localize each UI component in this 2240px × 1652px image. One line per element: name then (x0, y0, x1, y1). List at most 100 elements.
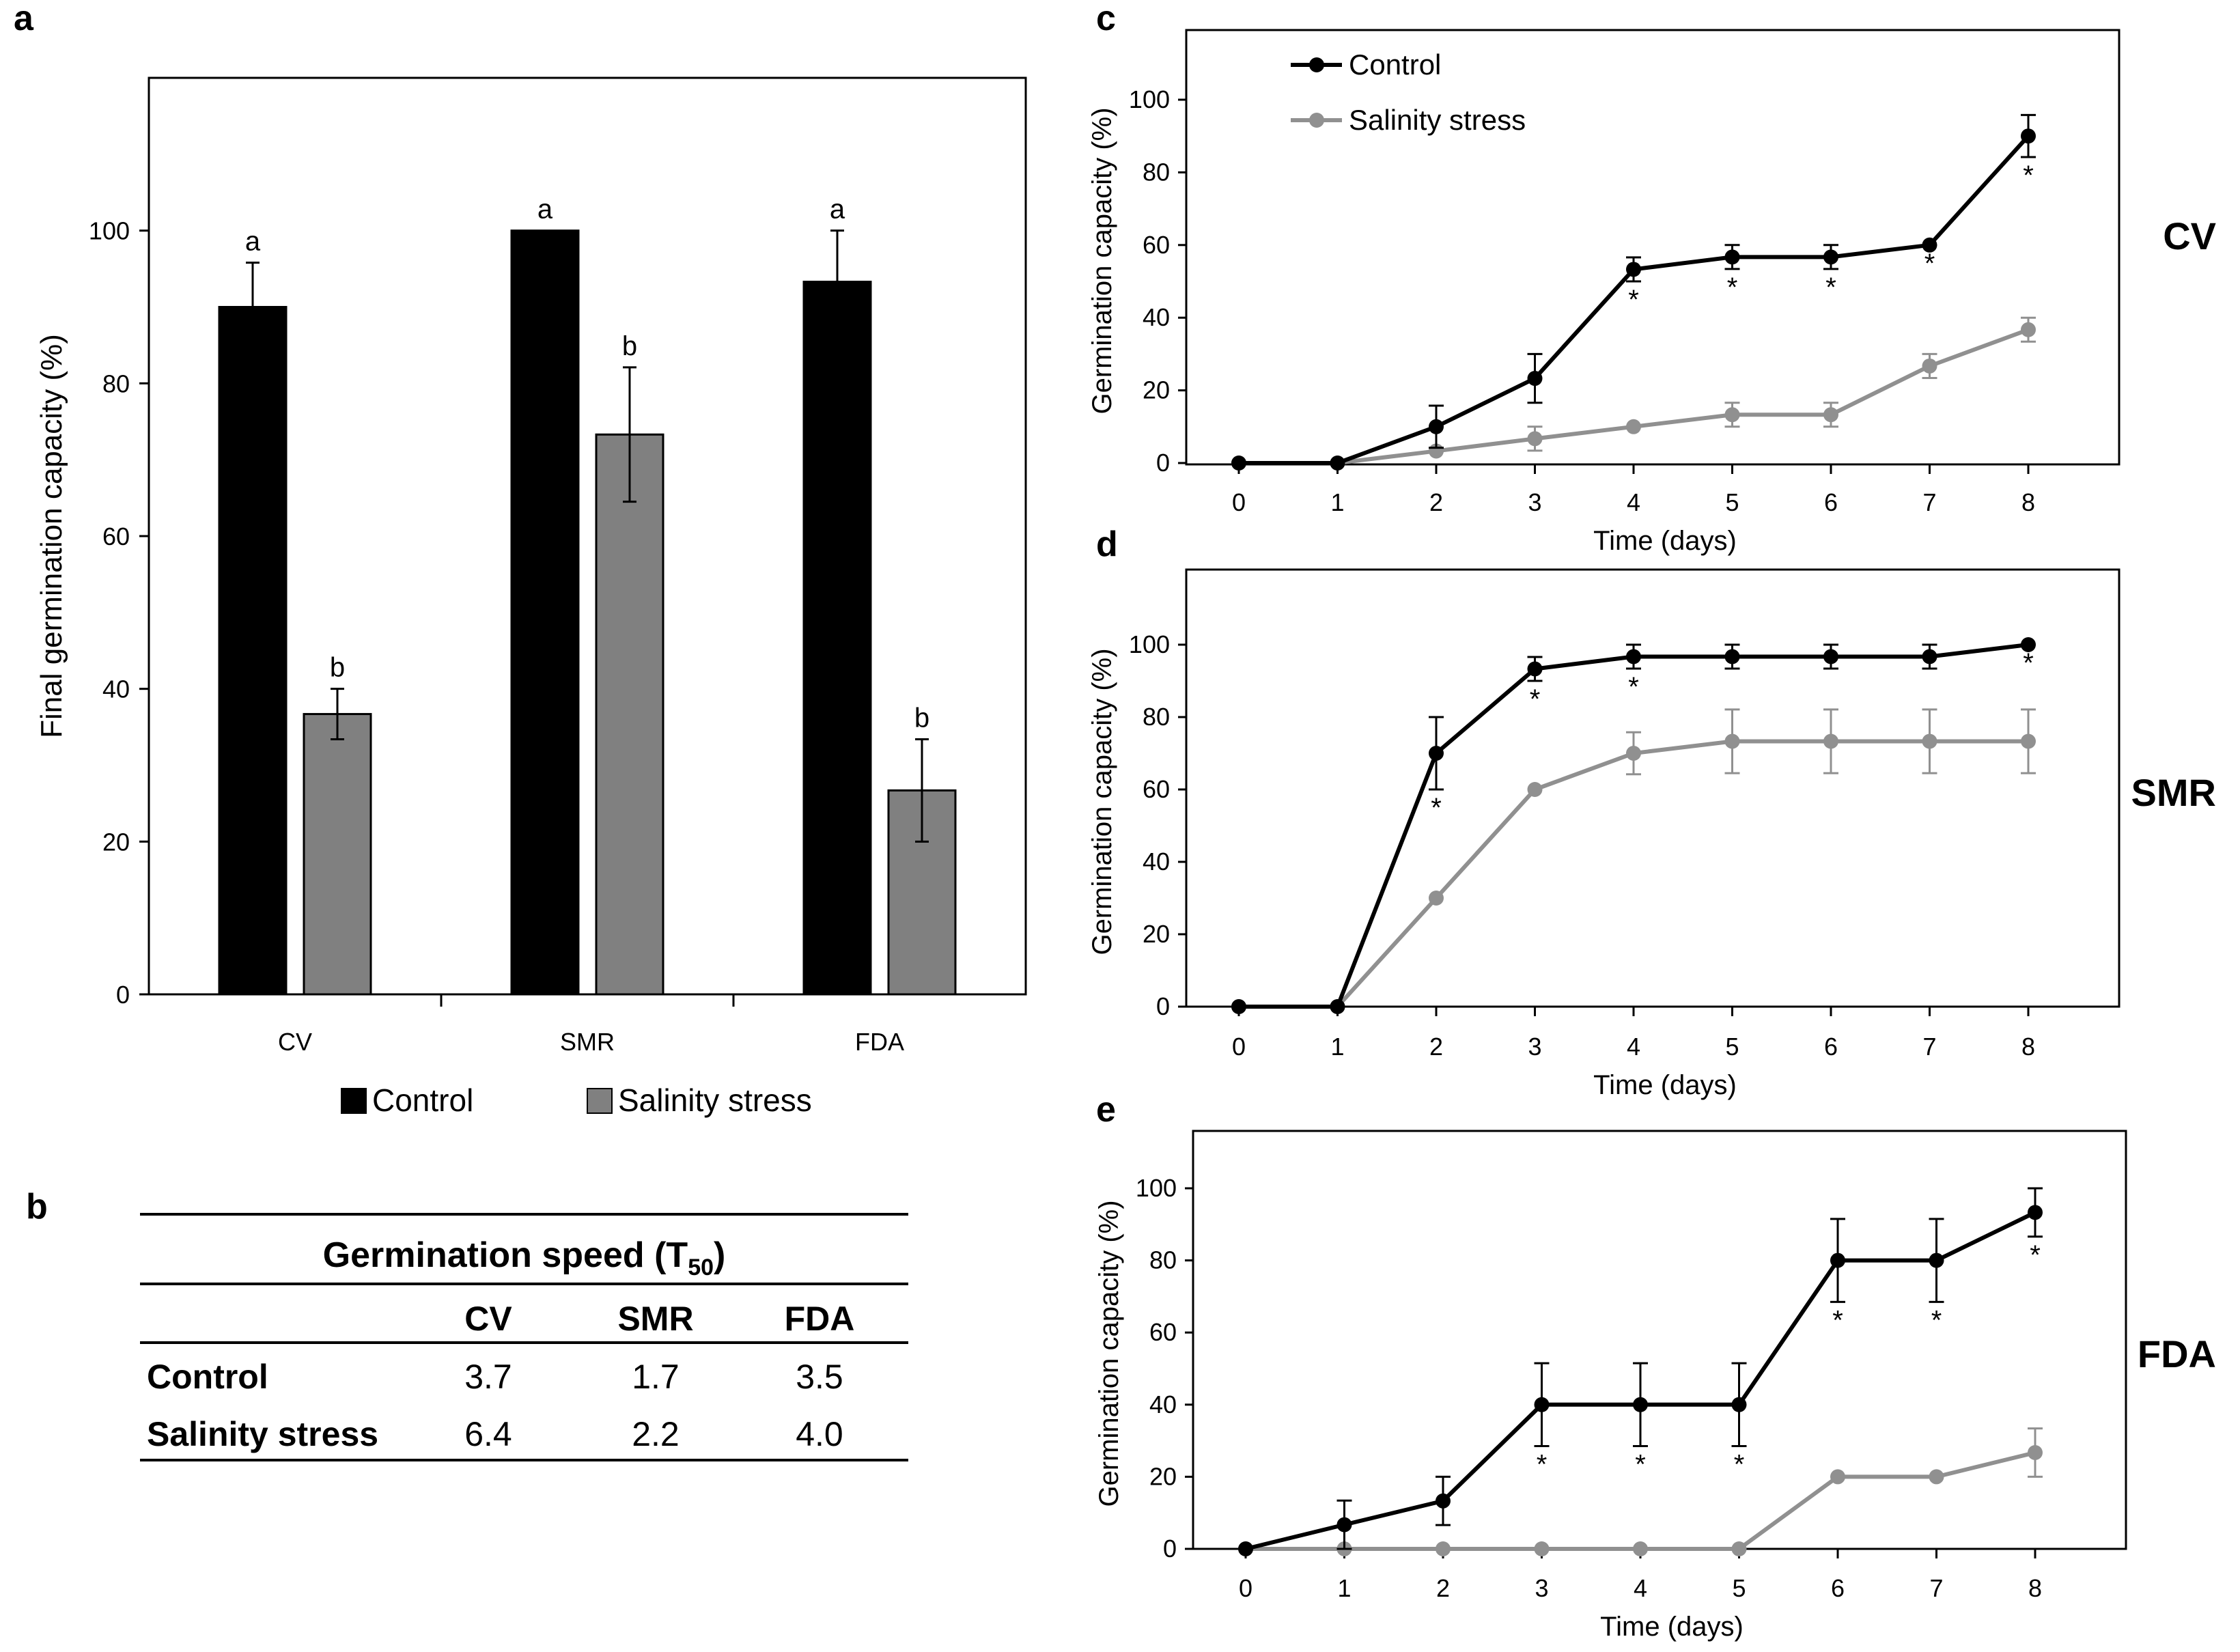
point-salinity (1731, 1541, 1747, 1556)
x-tick-label-e: 2 (1436, 1574, 1450, 1602)
y-tick-label-e: 40 (1149, 1390, 1177, 1418)
x-tick-label-e: 5 (1732, 1574, 1746, 1602)
y-tick-label-d: 40 (1143, 848, 1170, 876)
y-tick-label-c: 40 (1143, 303, 1170, 331)
point-salinity (1929, 1469, 1944, 1485)
significance-star-e: * (1537, 1450, 1548, 1480)
point-salinity (1534, 1541, 1550, 1556)
x-tick-label-d: 1 (1330, 1033, 1344, 1061)
panel-letter-d: d (1096, 524, 1118, 564)
line-chart-c: c 0 20 40 60 80 100 0 1 2 3 4 5 6 7 8 Time (days) Germina… (1087, 0, 2216, 556)
panel-letter-c: c (1096, 0, 1116, 38)
panel-letter-e: e (1096, 1090, 1116, 1130)
legend-swatch-control (341, 1088, 367, 1114)
point-control (1633, 1397, 1648, 1412)
y-tick-label-c: 100 (1129, 85, 1170, 113)
x-axis-title-c: Time (days) (1593, 526, 1737, 556)
x-tick-label-c: 6 (1824, 488, 1838, 516)
bar-control (510, 229, 580, 996)
legend-marker-control (1309, 57, 1324, 72)
x-tick-label-d: 4 (1627, 1033, 1640, 1061)
x-tick-label-c: 1 (1330, 488, 1344, 516)
point-control (1231, 999, 1246, 1014)
significance-star-d: * (1530, 684, 1541, 714)
y-tick-label-e: 100 (1136, 1174, 1177, 1202)
point-control (1330, 999, 1345, 1014)
table-cell: 3.7 (464, 1358, 512, 1396)
point-salinity (1724, 407, 1740, 423)
y-tick-label-c: 20 (1143, 376, 1170, 404)
panel-letter-a: a (14, 0, 34, 38)
significance-star-c: * (1628, 285, 1639, 315)
point-salinity (1830, 1469, 1845, 1485)
point-salinity (1626, 419, 1641, 434)
significance-star-c: * (1727, 272, 1738, 303)
point-salinity (2021, 733, 2036, 749)
significance-star-e: * (1931, 1305, 1942, 1335)
x-axis-title-e: Time (days) (1600, 1612, 1744, 1642)
x-tick-label-c: 4 (1627, 488, 1640, 516)
x-tick-label-c: 7 (1922, 488, 1936, 516)
y-tick-label-d: 0 (1156, 992, 1170, 1020)
x-tick-label-c: 5 (1725, 488, 1739, 516)
line-chart-d: d 0 20 40 60 80 100 0 1 2 3 4 5 6 7 8 Time (days) Germina… (1087, 524, 2216, 1100)
x-tick-label-d: 2 (1429, 1033, 1443, 1061)
point-control (1429, 419, 1444, 434)
table-row-label: Control (147, 1358, 268, 1396)
significance-letter-a: b (914, 703, 929, 733)
table-cell: 6.4 (464, 1415, 512, 1453)
point-control (2021, 637, 2036, 652)
y-axis-title-d: Germination capacity (%) (1087, 648, 1117, 955)
y-tick-label-a: 80 (102, 369, 130, 397)
side-label-e: FDA (2138, 1332, 2216, 1375)
point-control (1626, 262, 1641, 277)
point-control (1929, 1252, 1944, 1268)
point-salinity (1724, 733, 1740, 749)
x-tick-label-e: 1 (1337, 1574, 1351, 1602)
x-category-label-a: SMR (560, 1028, 615, 1056)
significance-star-e: * (1832, 1305, 1843, 1335)
point-control (1626, 649, 1641, 664)
point-salinity (1527, 431, 1543, 447)
y-tick-label-a: 60 (102, 522, 130, 550)
point-control (1429, 746, 1444, 761)
point-control (1330, 456, 1345, 471)
x-tick-label-d: 3 (1528, 1033, 1541, 1061)
point-control (1336, 1517, 1352, 1532)
y-tick-label-a: 20 (102, 828, 130, 856)
point-salinity (1527, 782, 1543, 797)
table-cell: 4.0 (796, 1415, 843, 1453)
y-tick-label-e: 80 (1149, 1246, 1177, 1274)
point-control (1823, 649, 1838, 664)
x-tick-label-e: 4 (1634, 1574, 1647, 1602)
point-salinity (1633, 1541, 1648, 1556)
point-control (1527, 661, 1543, 677)
point-salinity (1823, 407, 1838, 423)
x-tick-label-e: 0 (1239, 1574, 1252, 1602)
y-axis-title-c: Germination capacity (%) (1087, 107, 1117, 414)
point-control (1724, 649, 1740, 664)
y-tick-label-d: 80 (1143, 703, 1170, 731)
bar-control (218, 306, 288, 996)
table-col-header: CV (464, 1300, 512, 1338)
significance-letter-a: a (830, 195, 845, 225)
significance-letter-a: a (537, 195, 553, 225)
point-control (2028, 1205, 2043, 1220)
x-tick-label-c: 2 (1429, 488, 1443, 516)
point-salinity (1626, 746, 1641, 761)
legend-marker-salinity (1309, 113, 1324, 128)
plot-frame-d (1185, 568, 2120, 1008)
y-tick-label-c: 0 (1156, 449, 1170, 477)
legend-label-control: Control (1349, 48, 1441, 81)
x-tick-label-c: 0 (1232, 488, 1246, 516)
x-axis-title-d: Time (days) (1593, 1070, 1737, 1100)
table-cell: 1.7 (632, 1358, 680, 1396)
x-tick-label-d: 0 (1232, 1033, 1246, 1061)
significance-star-e: * (1734, 1450, 1745, 1480)
x-tick-label-c: 3 (1528, 488, 1541, 516)
table-row-label: Salinity stress (147, 1415, 378, 1453)
x-tick-label-d: 5 (1725, 1033, 1739, 1061)
panel-letter-b: b (26, 1187, 48, 1227)
y-tick-label-e: 0 (1163, 1535, 1177, 1563)
table-col-header: SMR (617, 1300, 693, 1338)
